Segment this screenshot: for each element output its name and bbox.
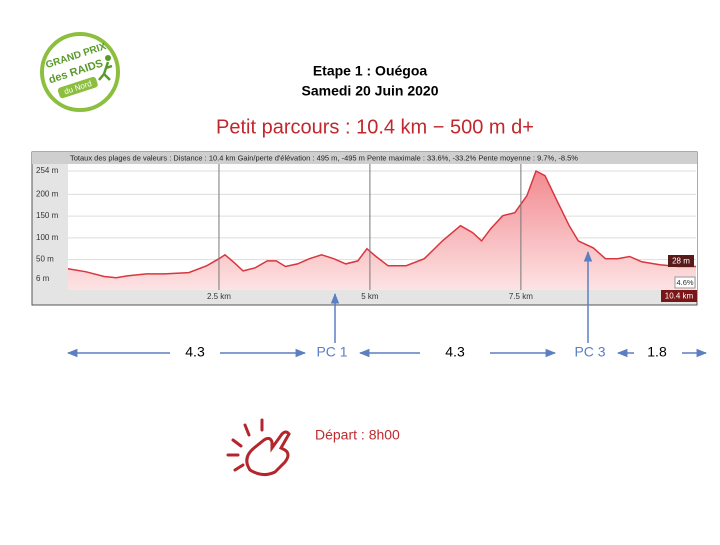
y-tick-label: 200 m [36,190,59,199]
logo: GRAND PRIX des RAIDS du Nord [40,32,120,112]
readout-distance: 10.4 km [665,292,694,301]
stats: Totaux des plages de valeurs : Distance … [70,153,578,162]
segment-distance: 1.8 [647,344,667,360]
readout-box [674,276,696,289]
readout-elevation: 28 m [672,257,690,266]
y-tick-label: 6 m [36,274,50,283]
elevation-area [68,171,696,290]
y-tick-label: 50 m [36,255,54,264]
checkpoint: PC 1 [316,344,347,360]
x-tick-label: 5 km [361,292,379,301]
title: Etape 1 : Ouégoa [313,63,428,79]
segment-distance: 4.3 [445,344,465,360]
date: Samedi 20 Juin 2020 [302,83,439,99]
y-tick-label: 254 m [36,166,59,175]
segment-distance: 4.3 [185,344,205,360]
hand-icon [226,418,291,477]
course: Petit parcours : 10.4 km − 500 m d+ [216,116,534,138]
route-arrows [66,250,708,358]
checkpoint: PC 3 [574,344,605,360]
x-tick-label: 2.5 km [207,292,231,301]
x-tick-label: 7.5 km [509,292,533,301]
start-time: Départ : 8h00 [315,427,400,443]
y-tick-label: 150 m [36,211,59,220]
y-tick-label: 100 m [36,233,59,242]
readout-slope: 4.6% [676,278,693,287]
readout-box [668,255,694,267]
readout-box [661,290,697,302]
chart-header [32,152,697,164]
elevation-line [67,169,696,279]
